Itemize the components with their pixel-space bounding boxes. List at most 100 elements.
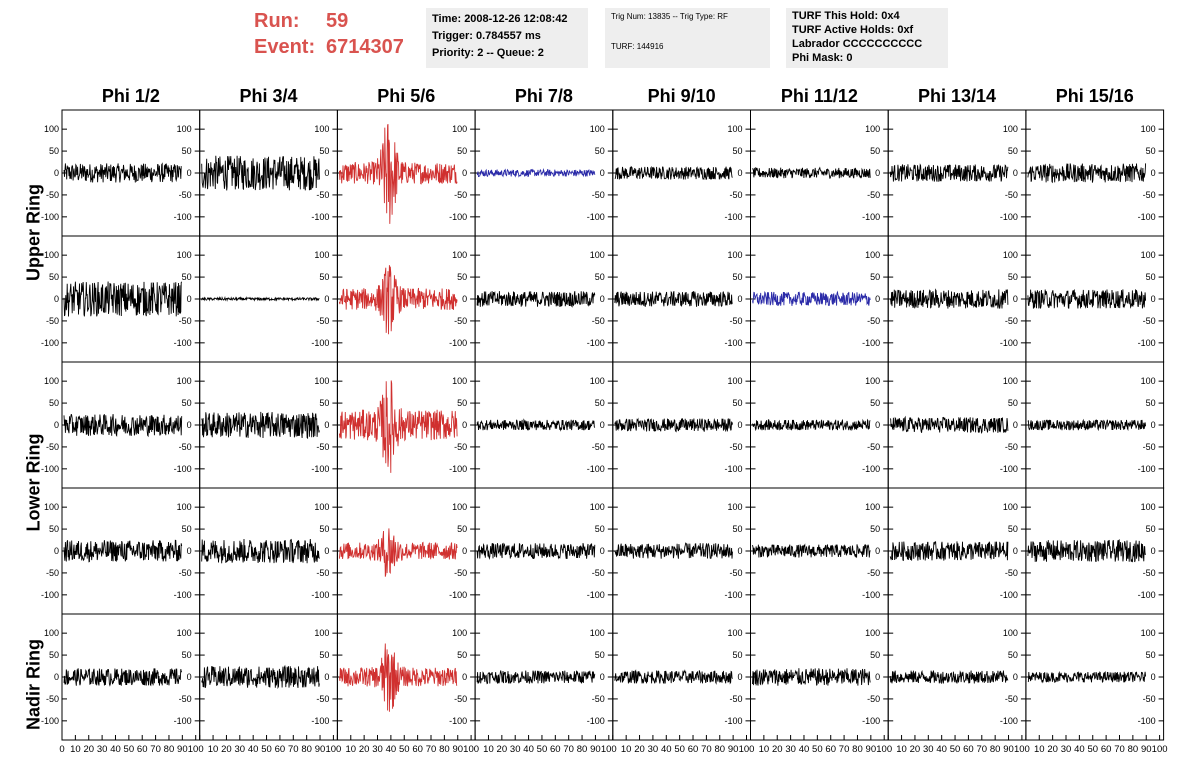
y-tick-label: 0	[1013, 672, 1018, 682]
y-tick-label: -100	[724, 212, 742, 222]
waveform-trace	[63, 413, 183, 438]
y-tick-label: -100	[1138, 212, 1156, 222]
waveform-trace	[889, 669, 1009, 684]
waveform-trace	[476, 418, 596, 432]
x-tick-label: 40	[523, 744, 534, 755]
y-tick-label: -100	[449, 590, 467, 600]
x-tick-label: 70	[977, 744, 988, 755]
y-tick-label: 50	[595, 398, 605, 408]
waveform-trace	[201, 155, 320, 191]
waveform-trace	[63, 539, 183, 563]
y-tick-label: -50	[316, 694, 329, 704]
y-tick-label: 50	[732, 272, 742, 282]
waveform-trace	[752, 418, 871, 432]
y-tick-label: -100	[1138, 464, 1156, 474]
y-tick-label: 100	[590, 376, 605, 386]
y-tick-label: 100	[865, 250, 880, 260]
waveform-trace	[889, 541, 1009, 562]
y-tick-label: 100	[177, 250, 192, 260]
time-text: Time: 2008-12-26 12:08:42	[432, 13, 568, 25]
waveform-trace	[338, 528, 458, 577]
y-tick-label: 0	[600, 546, 605, 556]
y-tick-label: 0	[324, 294, 329, 304]
y-tick-label: -100	[587, 716, 605, 726]
priority-text: Priority: 2 -- Queue: 2	[432, 47, 544, 59]
x-tick-label: 10	[621, 744, 632, 755]
y-tick-label: -100	[174, 464, 192, 474]
y-tick-label: 0	[187, 672, 192, 682]
y-tick-label: 0	[187, 294, 192, 304]
y-tick-label-left: 100	[44, 502, 59, 512]
y-tick-label: -50	[1143, 694, 1156, 704]
x-tick-label: 90	[590, 744, 601, 755]
y-tick-label: 100	[727, 376, 742, 386]
x-tick-label: 70	[839, 744, 850, 755]
y-tick-label: 50	[182, 146, 192, 156]
x-tick-label: 60	[137, 744, 148, 755]
x-tick-label: 50	[399, 744, 410, 755]
column-header-5: Phi 9/10	[647, 86, 716, 106]
y-tick-label: -100	[1138, 338, 1156, 348]
y-tick-label: 50	[732, 524, 742, 534]
y-tick-label: 100	[314, 250, 329, 260]
x-tick-label: 70	[563, 744, 574, 755]
y-tick-label: 100	[1003, 250, 1018, 260]
y-tick-label: 50	[1008, 272, 1018, 282]
waveform-trace	[201, 538, 320, 564]
y-tick-label: 100	[1003, 376, 1018, 386]
y-tick-label: -50	[179, 190, 192, 200]
y-tick-label: 50	[319, 146, 329, 156]
y-tick-label: 50	[595, 272, 605, 282]
y-tick-label: 100	[1141, 502, 1156, 512]
x-tick-label: 100	[325, 744, 341, 755]
waveform-trace	[338, 380, 458, 473]
y-tick-label: 50	[870, 650, 880, 660]
y-tick-label: 50	[182, 398, 192, 408]
turf-active-text: TURF Active Holds: 0xf	[792, 24, 914, 36]
y-tick-label: 50	[1008, 524, 1018, 534]
y-tick-label-left: -100	[41, 590, 59, 600]
run-label: Run:	[254, 10, 300, 32]
x-tick-label: 90	[728, 744, 739, 755]
y-tick-label-left: -100	[41, 464, 59, 474]
x-tick-label: 100	[739, 744, 755, 755]
y-tick-label: -50	[592, 190, 605, 200]
y-tick-label-left: 50	[49, 650, 59, 660]
y-tick-label-left: 0	[54, 168, 59, 178]
y-tick-label: -100	[724, 716, 742, 726]
y-tick-label: 0	[1013, 546, 1018, 556]
y-tick-label-left: -50	[46, 316, 59, 326]
y-tick-label: 0	[187, 546, 192, 556]
y-tick-label: 100	[1003, 628, 1018, 638]
y-tick-label: -50	[1005, 190, 1018, 200]
x-tick-label: 20	[910, 744, 921, 755]
y-tick-label-left: 0	[54, 294, 59, 304]
y-tick-label: -100	[862, 716, 880, 726]
y-tick-label: 50	[182, 524, 192, 534]
y-tick-label: 100	[1003, 502, 1018, 512]
x-tick-label: 20	[497, 744, 508, 755]
y-tick-label: -100	[587, 338, 605, 348]
y-tick-label: -100	[174, 212, 192, 222]
y-tick-label: -50	[867, 316, 880, 326]
y-tick-label: 100	[865, 124, 880, 134]
y-tick-label: -100	[174, 716, 192, 726]
y-tick-label-left: 100	[44, 250, 59, 260]
y-tick-label: 0	[1151, 420, 1156, 430]
x-tick-label: 60	[275, 744, 286, 755]
y-tick-label-left: -100	[41, 716, 59, 726]
y-tick-label: -50	[454, 190, 467, 200]
x-tick-label: 70	[288, 744, 299, 755]
y-tick-label: -100	[311, 464, 329, 474]
y-tick-label: -50	[867, 694, 880, 704]
y-tick-label: 0	[462, 420, 467, 430]
x-tick-label: 10	[1034, 744, 1045, 755]
y-tick-label: -50	[729, 568, 742, 578]
waveform-trace	[889, 415, 1009, 435]
y-tick-label: -50	[729, 694, 742, 704]
y-tick-label: 0	[737, 672, 742, 682]
x-tick-label: 40	[799, 744, 810, 755]
y-tick-label: 100	[314, 628, 329, 638]
x-tick-label: 70	[1114, 744, 1125, 755]
x-tick-label: 50	[1087, 744, 1098, 755]
